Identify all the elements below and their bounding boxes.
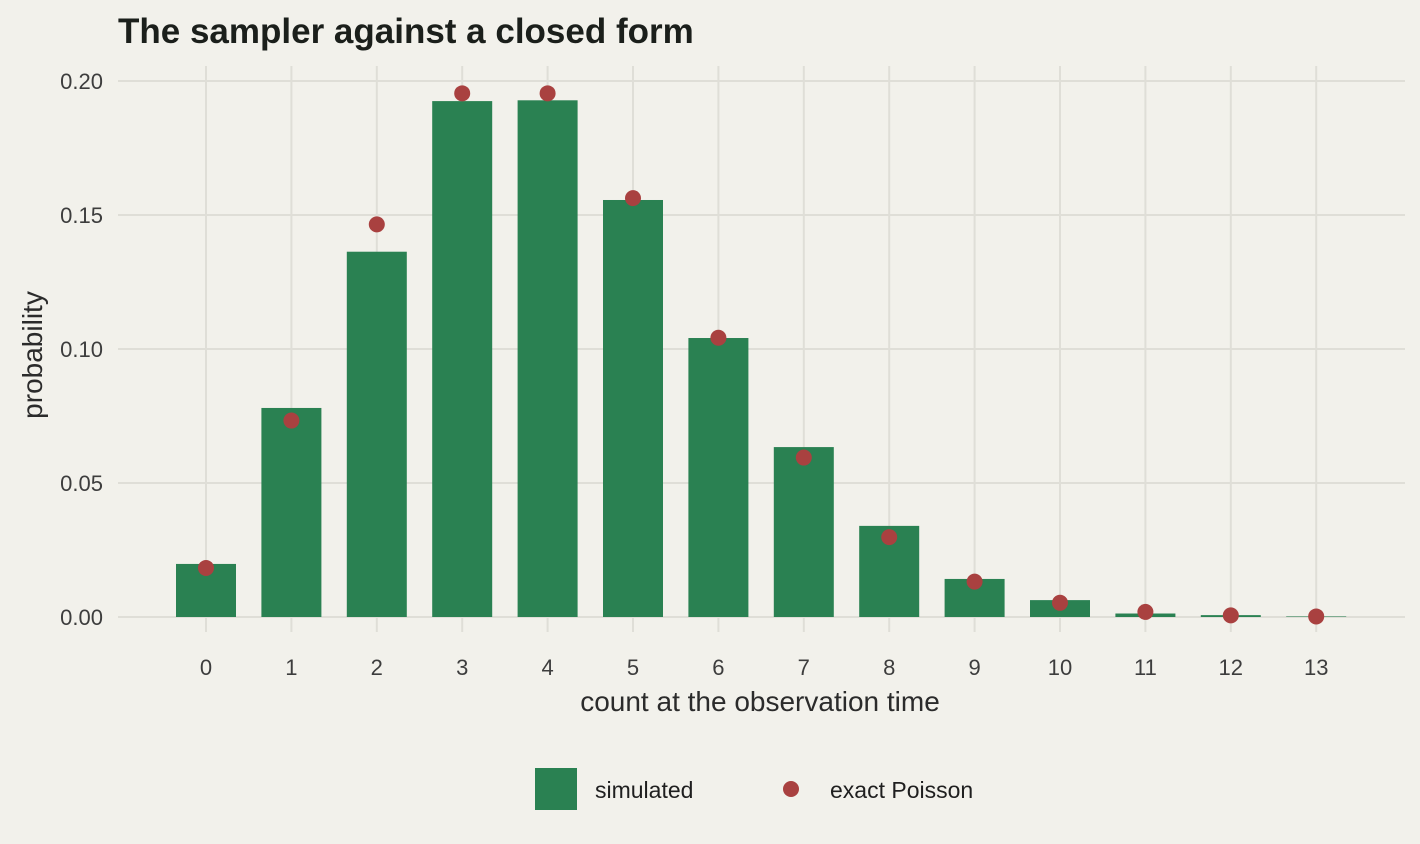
point-exact-poisson-11 [1137,603,1154,620]
bar-simulated-5 [603,199,663,617]
x-tick-label: 13 [1304,655,1328,680]
y-axis-title: probability [17,291,48,419]
y-tick-label: 0.15 [60,203,103,228]
point-series [198,85,1325,625]
x-tick-label: 3 [456,655,468,680]
point-exact-poisson-9 [966,573,983,590]
legend-label-exact-poisson: exact Poisson [830,777,973,803]
y-tick-label: 0.10 [60,337,103,362]
point-exact-poisson-4 [539,85,556,102]
point-exact-poisson-13 [1308,608,1325,625]
point-exact-poisson-3 [454,85,471,102]
x-tick-label: 8 [883,655,895,680]
x-tick-label: 6 [712,655,724,680]
x-tick-label: 10 [1048,655,1072,680]
point-exact-poisson-6 [710,329,727,346]
x-tick-label: 2 [371,655,383,680]
bar-simulated-1 [261,407,322,617]
legend-swatch-exact-poisson [783,781,799,797]
point-exact-poisson-1 [283,412,300,429]
point-exact-poisson-7 [795,449,812,466]
x-tick-label: 7 [798,655,810,680]
point-exact-poisson-12 [1222,607,1239,624]
x-tick-label: 9 [968,655,980,680]
y-tick-label: 0.00 [60,605,103,630]
x-tick-label: 0 [200,655,212,680]
bar-simulated-3 [432,101,493,618]
legend-label-simulated: simulated [595,777,693,803]
point-exact-poisson-2 [368,216,385,233]
bar-simulated-6 [688,338,749,617]
x-tick-label: 11 [1134,655,1157,680]
x-tick-label: 12 [1219,655,1243,680]
point-exact-poisson-0 [198,559,214,576]
y-axis: 0.00 0.05 0.10 0.15 0.20 [60,69,103,630]
bar-series [176,100,1347,618]
x-tick-label: 4 [541,655,553,680]
chart-title: The sampler against a closed form [118,12,694,51]
legend: simulated exact Poisson [535,768,973,810]
x-axis: 0 1 2 3 4 5 6 7 8 9 10 11 12 13 [200,655,1329,680]
bar-simulated-4 [517,100,578,617]
y-tick-label: 0.05 [60,471,103,496]
x-tick-label: 1 [285,655,297,680]
legend-swatch-simulated [535,768,577,810]
x-axis-title: count at the observation time [580,686,940,717]
bar-simulated-2 [346,251,407,617]
x-tick-label: 5 [627,655,639,680]
point-exact-poisson-10 [1052,594,1068,611]
point-exact-poisson-8 [881,529,898,546]
y-tick-label: 0.20 [60,69,103,94]
point-exact-poisson-5 [625,190,641,207]
bar-simulated-7 [773,447,834,617]
